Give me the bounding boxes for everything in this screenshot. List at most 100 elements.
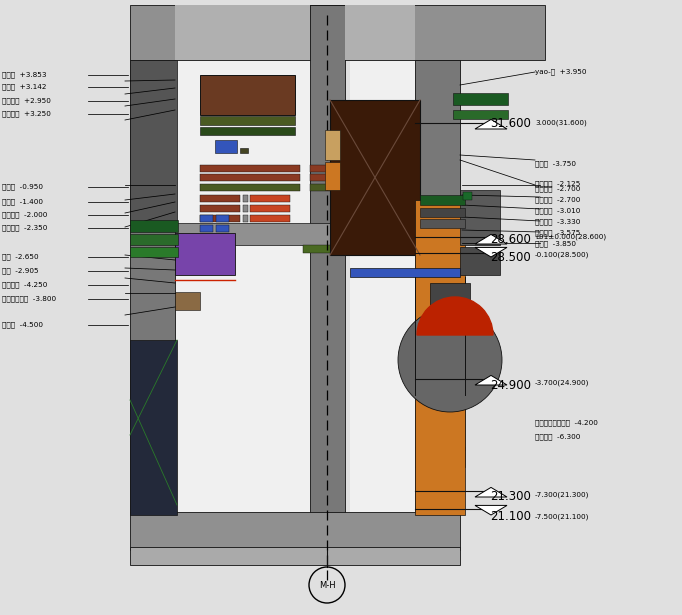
Bar	[130, 340, 177, 515]
Bar	[130, 247, 178, 257]
Text: 母线  -2.650: 母线 -2.650	[2, 254, 39, 260]
Bar	[200, 225, 213, 232]
Text: 送风管  -3.850: 送风管 -3.850	[535, 240, 576, 247]
Text: 3.000(31.600): 3.000(31.600)	[535, 120, 587, 126]
Text: 21.100: 21.100	[490, 510, 531, 523]
Bar	[200, 205, 240, 212]
Polygon shape	[475, 247, 507, 257]
Bar	[130, 512, 460, 550]
Polygon shape	[475, 375, 507, 385]
Bar	[175, 60, 310, 225]
Text: 排烟风管  -3.575: 排烟风管 -3.575	[535, 229, 580, 236]
Text: 送风管  -1.400: 送风管 -1.400	[2, 199, 43, 205]
Bar	[460, 247, 500, 275]
Bar	[415, 447, 465, 467]
Polygon shape	[475, 119, 507, 129]
Wedge shape	[417, 297, 493, 335]
Bar	[310, 184, 385, 191]
Bar	[216, 215, 229, 222]
Text: -7.500(21.100): -7.500(21.100)	[535, 514, 589, 520]
Bar	[330, 100, 420, 255]
Text: 空调冷热水回水管  -4.200: 空调冷热水回水管 -4.200	[535, 419, 598, 426]
Text: 强电桥架  -2.000: 强电桥架 -2.000	[2, 212, 47, 218]
Bar	[243, 195, 248, 202]
Bar	[415, 395, 465, 450]
Bar	[420, 195, 465, 205]
Bar	[350, 205, 390, 212]
Text: 排烟风管  -2.125: 排烟风管 -2.125	[535, 181, 580, 188]
Bar	[200, 235, 213, 242]
Bar	[175, 233, 235, 275]
Bar	[415, 200, 465, 395]
Text: 送风管  -0.950: 送风管 -0.950	[2, 184, 43, 190]
Bar	[250, 215, 290, 222]
Text: 送风管  -3.750: 送风管 -3.750	[535, 161, 576, 167]
Bar	[430, 283, 470, 333]
Bar	[415, 390, 465, 515]
Bar	[366, 225, 379, 232]
Bar	[200, 215, 240, 222]
Bar	[345, 5, 415, 60]
Text: 弱电桥架  -3.010: 弱电桥架 -3.010	[535, 208, 580, 214]
Bar	[325, 162, 340, 190]
Bar	[216, 225, 229, 232]
Bar	[250, 205, 290, 212]
Text: 消火栓给水管  -3.800: 消火栓给水管 -3.800	[2, 296, 56, 303]
Bar	[453, 110, 508, 119]
Polygon shape	[475, 506, 507, 515]
Text: 28.600: 28.600	[490, 232, 531, 245]
Bar	[216, 235, 229, 242]
Bar	[303, 245, 358, 253]
Bar	[200, 195, 240, 202]
Text: 自动喷淋  +2.950: 自动喷淋 +2.950	[2, 98, 51, 105]
Bar	[310, 174, 385, 181]
Bar	[130, 547, 460, 565]
Bar	[215, 140, 237, 153]
Bar	[240, 148, 248, 153]
Bar	[463, 192, 472, 200]
Text: 送风管  +3.853: 送风管 +3.853	[2, 72, 46, 78]
Bar	[200, 165, 300, 172]
Bar	[250, 195, 290, 202]
Bar	[420, 219, 465, 228]
Text: M-H: M-H	[318, 581, 336, 590]
Text: 母线  -2.905: 母线 -2.905	[2, 268, 39, 274]
Text: 28.500: 28.500	[490, 250, 531, 263]
Bar	[200, 116, 295, 125]
Bar	[350, 195, 390, 202]
Text: -3.700(24.900): -3.700(24.900)	[535, 379, 589, 386]
Bar	[175, 245, 310, 515]
Bar	[243, 215, 248, 222]
Bar	[243, 205, 248, 212]
Bar	[200, 184, 300, 191]
Text: 弱电桥架  -3.330: 弱电桥架 -3.330	[535, 219, 580, 225]
Text: 21.300: 21.300	[490, 491, 531, 504]
Bar	[415, 220, 460, 235]
Text: 强电桥架  -2.350: 强电桥架 -2.350	[2, 224, 47, 231]
Bar	[130, 5, 545, 60]
Bar	[453, 93, 508, 105]
Bar	[415, 60, 460, 515]
Text: 排烟风管  -6.300: 排烟风管 -6.300	[535, 434, 580, 440]
Bar	[350, 235, 363, 242]
Text: 弱电桥架  +3.250: 弱电桥架 +3.250	[2, 111, 51, 117]
Bar	[350, 215, 363, 222]
Bar	[350, 215, 390, 222]
Text: 弱电桥架  -2.700: 弱电桥架 -2.700	[535, 186, 580, 192]
Text: 污水管  -4.500: 污水管 -4.500	[2, 322, 43, 328]
Bar	[350, 245, 415, 515]
Bar	[366, 235, 379, 242]
Bar	[130, 60, 177, 225]
Bar	[175, 292, 200, 310]
Polygon shape	[475, 234, 507, 244]
Bar	[350, 268, 460, 277]
Text: L01±0.000(28.600): L01±0.000(28.600)	[535, 234, 606, 240]
Text: 加压送风  -4.250: 加压送风 -4.250	[2, 282, 47, 288]
Text: 强电桥架  -2.700: 强电桥架 -2.700	[535, 197, 580, 204]
Bar	[325, 130, 340, 160]
Text: -7.300(21.300): -7.300(21.300)	[535, 492, 589, 498]
Bar	[130, 234, 178, 245]
Bar	[200, 174, 300, 181]
Polygon shape	[475, 488, 507, 497]
Bar	[366, 215, 379, 222]
